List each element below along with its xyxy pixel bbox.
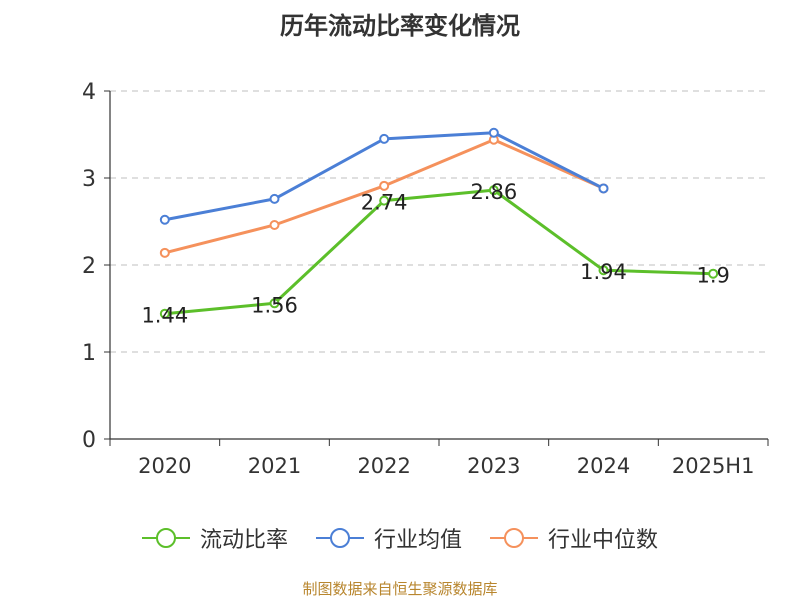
data-point bbox=[269, 298, 280, 309]
legend-line-marker-icon bbox=[315, 528, 364, 548]
series-line-0 bbox=[164, 188, 714, 316]
y-tick-label: 3 bbox=[82, 167, 96, 192]
legend: 流动比率 行业均值 行业中位数 bbox=[0, 522, 800, 554]
legend-label: 行业均值 bbox=[373, 528, 462, 553]
x-tick-label: 2025H1 bbox=[672, 454, 755, 478]
data-point bbox=[379, 180, 390, 191]
legend-item-current-ratio[interactable]: 流动比率 bbox=[141, 522, 288, 554]
data-label: 1.44 bbox=[141, 304, 188, 328]
data-point bbox=[159, 214, 170, 225]
data-point bbox=[598, 265, 609, 276]
data-label: 1.9 bbox=[696, 264, 729, 288]
y-tick-label: 0 bbox=[82, 428, 96, 453]
data-point bbox=[708, 268, 719, 279]
chart-title: 历年流动比率变化情况 bbox=[280, 12, 520, 40]
data-point bbox=[269, 219, 280, 230]
data-point bbox=[159, 247, 170, 258]
series-layer bbox=[159, 127, 719, 319]
x-tick-label: 2021 bbox=[248, 454, 301, 478]
data-label: 2.86 bbox=[470, 180, 517, 204]
legend-label: 行业中位数 bbox=[548, 528, 659, 553]
label-layer: 1.44 1.56 2.74 2.86 1.94 1.9 bbox=[141, 180, 729, 328]
y-tick-label: 4 bbox=[82, 80, 96, 105]
legend-item-industry-mean[interactable]: 行业均值 bbox=[315, 522, 462, 554]
legend-line-marker-icon bbox=[141, 528, 190, 548]
legend-line-marker-icon bbox=[490, 528, 538, 548]
legend-label: 流动比率 bbox=[199, 528, 288, 553]
data-point bbox=[379, 195, 390, 206]
legend-item-industry-median[interactable]: 行业中位数 bbox=[490, 522, 658, 554]
grid-layer bbox=[110, 90, 768, 353]
data-label: 1.94 bbox=[580, 260, 627, 284]
y-tick-label: 1 bbox=[82, 341, 96, 366]
source-note: 制图数据来自恒生聚源数据库 bbox=[302, 580, 498, 598]
data-point bbox=[269, 193, 280, 204]
axis-layer: 0 1 2 3 4 2020 2021 2022 2023 2024 2025H1 bbox=[82, 80, 769, 478]
data-point bbox=[379, 133, 390, 144]
data-point bbox=[488, 127, 499, 138]
x-tick-label: 2024 bbox=[577, 454, 630, 478]
data-label: 2.74 bbox=[361, 191, 408, 215]
x-tick-label: 2022 bbox=[357, 454, 410, 478]
data-label: 1.56 bbox=[251, 293, 298, 317]
data-point bbox=[488, 185, 499, 196]
data-point bbox=[598, 183, 609, 194]
y-tick-label: 2 bbox=[82, 254, 96, 279]
x-tick-label: 2023 bbox=[467, 454, 520, 478]
x-tick-label: 2020 bbox=[138, 454, 191, 478]
data-point bbox=[159, 308, 170, 319]
